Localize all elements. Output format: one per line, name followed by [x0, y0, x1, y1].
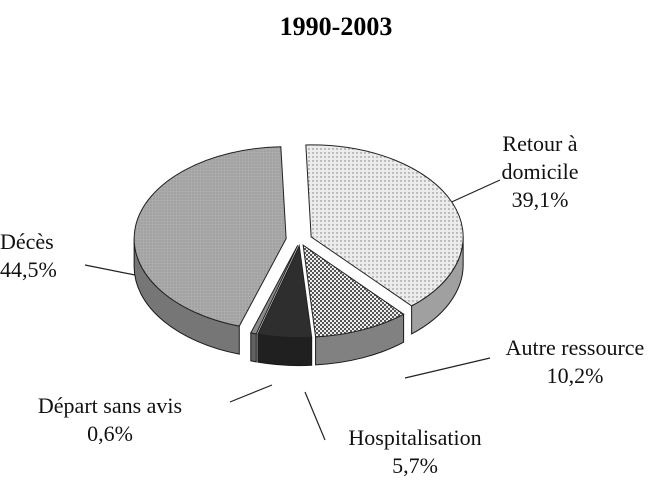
slice-label: Autre ressource 10,2% — [480, 334, 670, 390]
slice — [257, 243, 313, 339]
value-label: 44,5% — [0, 257, 57, 282]
slice — [302, 244, 405, 338]
category-label: Autre ressource — [505, 335, 645, 360]
slice — [133, 146, 287, 327]
value-label: 10,2% — [546, 363, 604, 388]
slice-label: Retour à domicile 39,1% — [470, 130, 610, 214]
category-label: Départ sans avis — [37, 393, 183, 418]
slice — [250, 245, 299, 335]
slice-label: Départ sans avis 0,6% — [10, 392, 210, 448]
slice-side — [250, 332, 257, 363]
slice-label: Hospitalisation 5,7% — [320, 424, 510, 480]
category-label: Retour à domicile — [501, 131, 579, 184]
slice-side — [257, 333, 313, 367]
slice-label: Décès 44,5% — [0, 228, 70, 284]
value-label: 39,1% — [511, 187, 569, 212]
slice — [305, 144, 464, 307]
value-label: 0,6% — [87, 421, 133, 446]
category-label: Décès — [0, 229, 54, 254]
value-label: 5,7% — [392, 453, 438, 478]
chart-title: 1990-2003 — [279, 12, 393, 41]
category-label: Hospitalisation — [348, 425, 482, 450]
